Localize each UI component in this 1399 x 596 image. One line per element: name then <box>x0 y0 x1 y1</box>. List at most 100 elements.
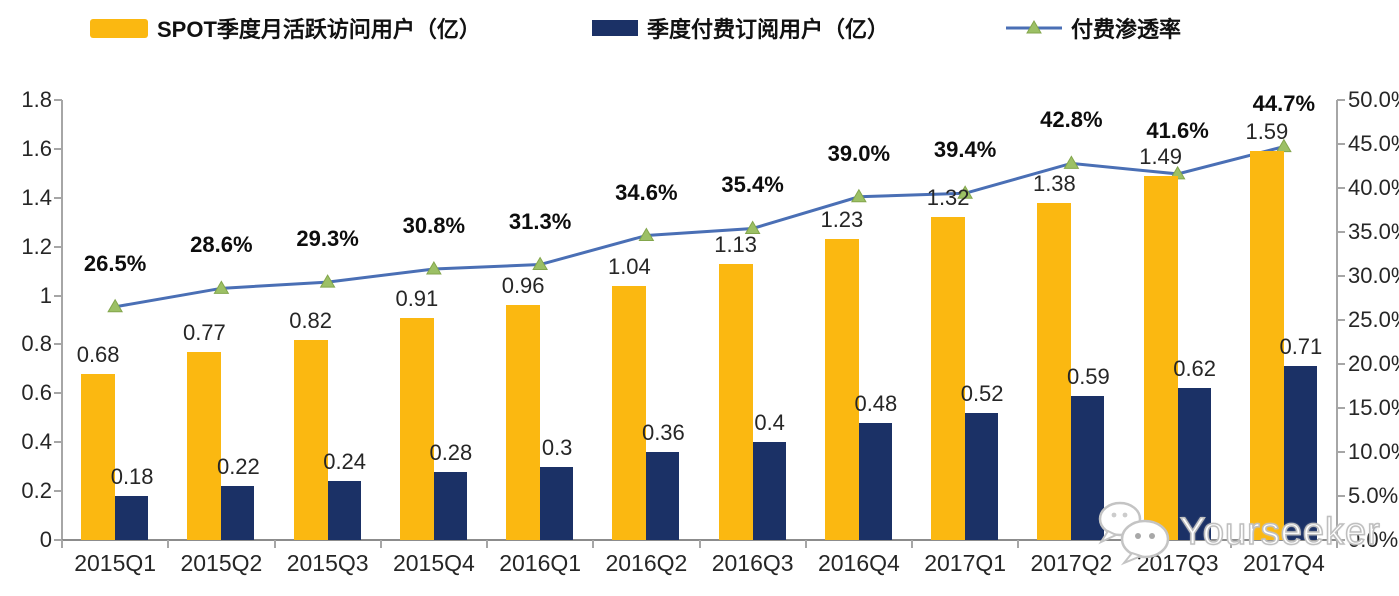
mau-bar <box>506 305 541 540</box>
right-axis-tick-label: 45.0% <box>1348 131 1399 156</box>
paid-bar <box>115 496 149 540</box>
x-axis-tick <box>1229 540 1232 548</box>
x-axis-tick <box>1336 540 1338 548</box>
left-axis-tick-label: 0.4 <box>21 429 52 455</box>
penetration-value-label: 34.6% <box>615 179 678 205</box>
penetration-value-label: 35.4% <box>721 172 784 198</box>
line-marker <box>213 280 230 294</box>
mau-bar <box>718 263 753 540</box>
x-axis-label: 2017Q2 <box>1030 550 1113 576</box>
penetration-value-label: 39.4% <box>933 137 997 163</box>
right-axis-tick <box>1337 539 1345 541</box>
x-axis-tick <box>1123 540 1126 548</box>
penetration-value-label: 29.3% <box>296 226 359 252</box>
x-axis-tick <box>911 540 913 548</box>
mau-bar <box>187 351 222 540</box>
mau-value-label: 1.49 <box>1139 143 1183 169</box>
right-axis: 50.0% 45.0% 40.0% 35.0% 30.0% 25.0% 20.0% 15.0%… <box>1348 89 1399 551</box>
x-axis-tick <box>379 540 382 548</box>
left-axis-tick <box>54 441 62 444</box>
paid-value-label: 0.59 <box>1066 363 1110 389</box>
paid-bar <box>965 412 999 540</box>
line-marker-legend-icon <box>1006 20 1062 34</box>
mau-bar <box>1143 175 1178 540</box>
left-axis-tick <box>54 99 62 101</box>
left-axis: 1.8 1.6 1.4 1.2 1 0.8 0.6 0.4 0.2 0 <box>0 89 52 551</box>
mau-value-label: 0.82 <box>289 307 333 333</box>
x-axis-label: 2015Q1 <box>74 550 157 576</box>
mau-legend-swatch <box>90 18 148 38</box>
x-axis-label: 2016Q2 <box>605 550 688 576</box>
paid-value-label: 0.71 <box>1279 334 1323 360</box>
x-axis-tick <box>273 540 276 548</box>
left-axis-tick-label: 0.8 <box>21 331 52 357</box>
penetration-value-label: 44.7% <box>1252 90 1316 116</box>
mau-bar <box>399 317 434 540</box>
x-axis-label: 2017Q1 <box>924 550 1007 576</box>
right-axis-tick <box>1337 275 1345 277</box>
line-marker <box>532 256 548 271</box>
mau-value-label: 1.13 <box>714 231 758 257</box>
mau-value-label: 1.32 <box>926 185 970 211</box>
right-axis-tick <box>1337 363 1345 365</box>
left-axis-tick <box>54 196 62 199</box>
plot-area: 0.68 0.18 26.5% 0.77 0.22 28.6% 0.82 0.24 29.3% 0… <box>54 92 1345 548</box>
left-axis-tick-label: 0.2 <box>21 478 52 504</box>
paid-bar <box>1283 366 1317 540</box>
left-axis-tick <box>54 245 62 248</box>
line-marker <box>851 188 867 203</box>
paid-value-label: 0.52 <box>960 380 1004 406</box>
x-axis-tick <box>804 540 807 548</box>
left-axis-tick <box>54 539 62 541</box>
right-axis-tick-label: 25.0% <box>1348 307 1399 332</box>
right-axis-tick <box>1337 495 1345 497</box>
left-axis-tick <box>54 294 62 297</box>
paid-value-label: 0.4 <box>754 410 785 436</box>
mau-value-label: 0.77 <box>182 319 226 345</box>
mau-bar <box>612 285 647 540</box>
paid-value-label: 0.3 <box>541 434 573 460</box>
paid-bar <box>858 422 892 540</box>
paid-value-label: 0.22 <box>216 454 260 480</box>
mau-value-label: 1.59 <box>1245 119 1289 145</box>
left-axis-tick <box>54 490 62 493</box>
line-marker <box>957 185 973 199</box>
mau-bar <box>293 339 328 540</box>
paid-value-label: 0.24 <box>323 449 367 475</box>
x-axis-tick <box>486 540 488 548</box>
right-axis-tick-label: 5.0% <box>1348 483 1399 508</box>
right-axis-tick <box>1337 187 1345 189</box>
mau-bar <box>1249 151 1284 540</box>
right-axis-tick <box>1337 319 1345 321</box>
paid-bar <box>752 442 786 540</box>
penetration-value-label: 26.5% <box>83 250 147 276</box>
paid-legend-label: 季度付费订阅用户（亿） <box>647 17 890 42</box>
x-axis-tick <box>698 540 701 548</box>
paid-legend-swatch <box>592 20 638 36</box>
left-axis-tick-label: 0 <box>39 527 52 552</box>
right-axis-tick-label: 15.0% <box>1348 395 1399 420</box>
penetration-value-label: 31.3% <box>508 208 572 234</box>
left-axis-tick-label: 1.6 <box>21 135 52 161</box>
x-axis-label: 2015Q2 <box>180 550 263 576</box>
paid-bar <box>327 481 361 540</box>
left-axis-tick <box>54 147 62 150</box>
paid-bar <box>221 486 255 540</box>
left-axis-tick-label: 1.2 <box>21 233 52 259</box>
line-marker <box>426 260 442 275</box>
left-axis-tick-label: 1.4 <box>21 184 52 210</box>
paid-value-label: 0.28 <box>429 439 473 465</box>
mau-bar <box>824 239 859 540</box>
x-axis-tick <box>61 540 63 548</box>
paid-value-label: 0.18 <box>110 464 154 489</box>
left-axis-tick-label: 0.6 <box>21 380 52 406</box>
x-axis-label: 2015Q4 <box>392 550 475 576</box>
penetration-line <box>107 138 1292 313</box>
right-axis-tick <box>1337 143 1345 145</box>
paid-value-label: 0.36 <box>641 420 685 445</box>
paid-value-label: 0.48 <box>854 390 898 416</box>
mau-bar <box>81 373 116 540</box>
mau-bar <box>1037 202 1072 540</box>
right-axis-tick-label: 0.0% <box>1348 527 1399 552</box>
